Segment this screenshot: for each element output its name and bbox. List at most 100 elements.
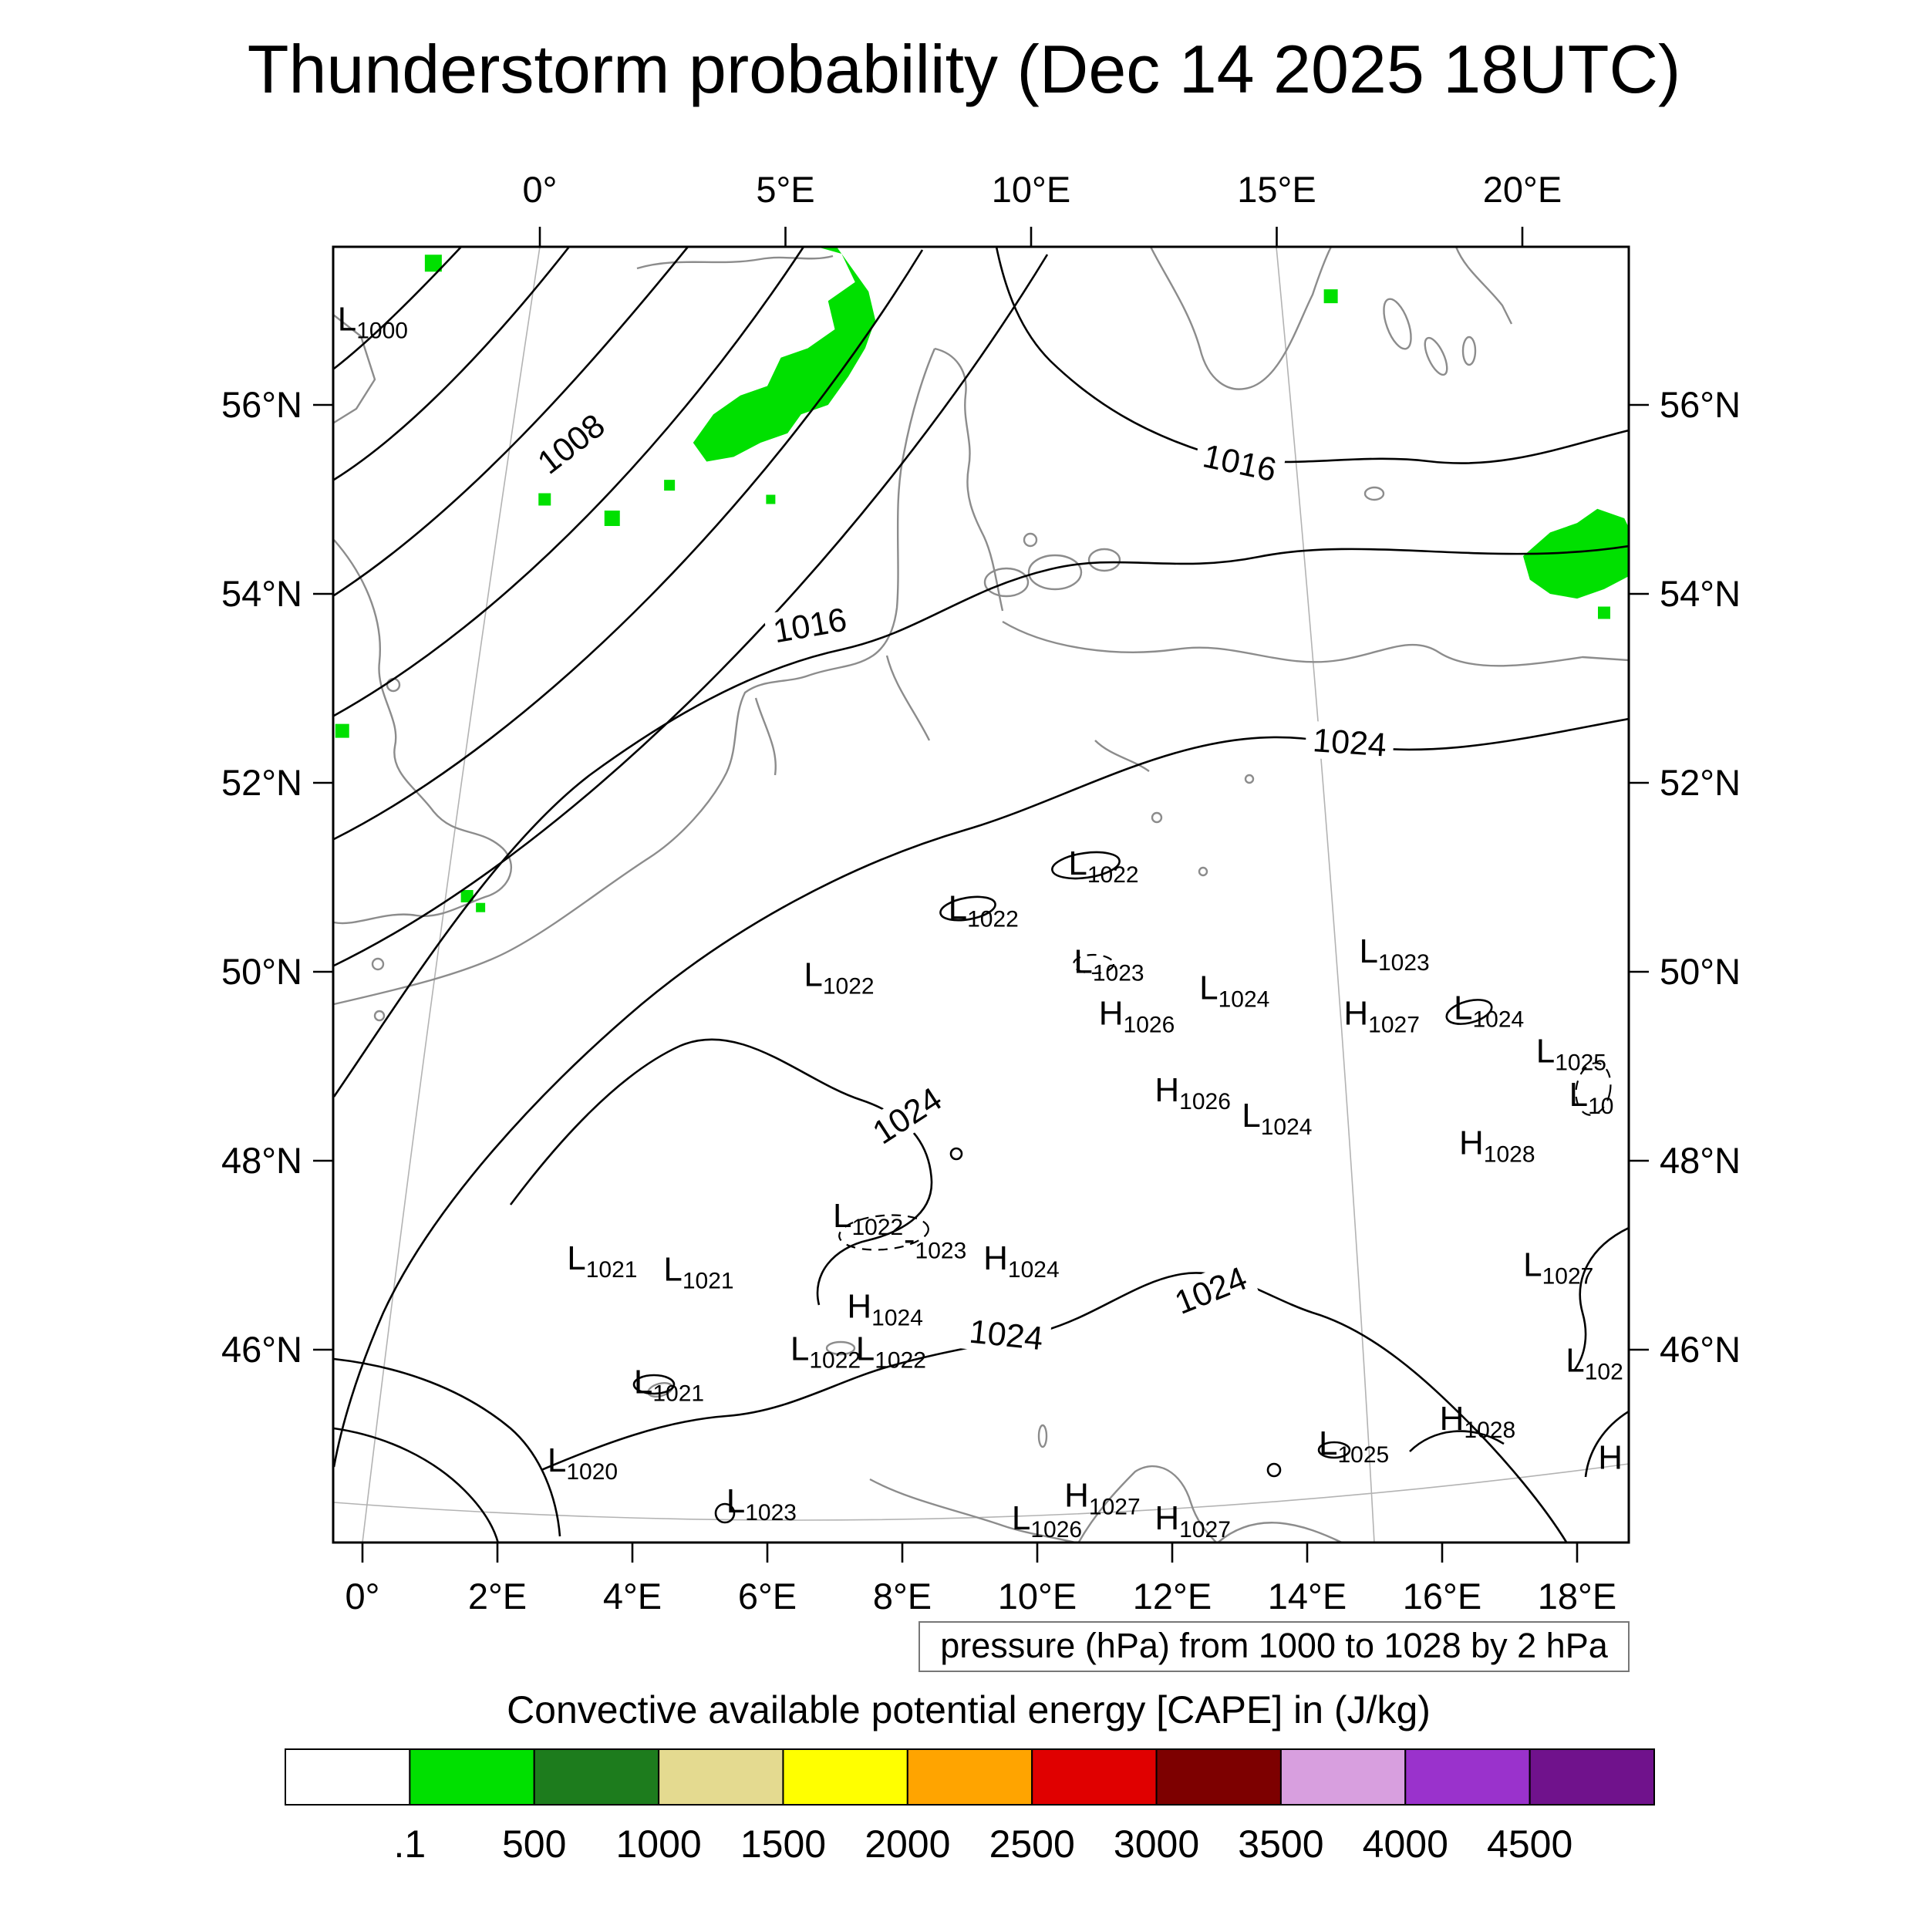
cape-speck (538, 493, 551, 506)
colorbar-cell (1529, 1748, 1655, 1806)
axis-tick-label: 0° (345, 1576, 380, 1617)
coastline-path (1216, 1522, 1344, 1543)
island (1027, 554, 1083, 591)
axis-tick-label: 14°E (1268, 1576, 1347, 1617)
closed-isobar (939, 895, 996, 922)
isobar-label-mask (524, 402, 618, 486)
pressure-caption-box: pressure (hPa) from 1000 to 1028 by 2 hP… (918, 1621, 1630, 1672)
pressure-center-label: H (1598, 1438, 1623, 1476)
colorbar-cell (533, 1748, 660, 1806)
axis-tick-label: 52°N (221, 762, 302, 803)
isobar-path (333, 254, 1049, 967)
island (1363, 486, 1385, 501)
axis-tick-label: 12°E (1133, 1576, 1212, 1617)
colorbar-cell (658, 1748, 784, 1806)
colorbar-tick-label: 3500 (1238, 1822, 1323, 1866)
lake (1244, 774, 1255, 784)
cape-speck (766, 494, 776, 504)
island (1087, 548, 1121, 572)
axis-tick-label: 56°N (1660, 384, 1741, 425)
isobar-label-mask (1304, 720, 1395, 764)
isobar-label-mask (1163, 1256, 1259, 1324)
axis-tick-label: 50°N (1660, 951, 1741, 992)
meridian-line (1276, 247, 1375, 1543)
axis-tick-label: 15°E (1237, 169, 1316, 210)
colorbar-cell (1279, 1748, 1407, 1806)
isobar-path (333, 247, 462, 370)
meridian-line (362, 247, 541, 1543)
isobar-path (333, 545, 1629, 1097)
colorbar-tick-label: 500 (502, 1822, 566, 1866)
island (373, 1010, 386, 1022)
axis-tick-label: 6°E (738, 1576, 797, 1617)
isobar-inline-label: 1024 (960, 1311, 1052, 1358)
isobar-label-mask (960, 1311, 1052, 1358)
cape-patch (693, 247, 875, 462)
coastline-path (934, 347, 1004, 612)
cape-speck (1598, 606, 1610, 619)
closed-isobar (1317, 1441, 1351, 1459)
colorbar-tick-label: 1500 (740, 1822, 826, 1866)
isobar-path (333, 249, 924, 841)
island (1461, 335, 1477, 366)
closed-isobar (1266, 1462, 1282, 1478)
coastline-path (1454, 247, 1513, 325)
isobar-label-mask (1192, 435, 1287, 491)
axis-tick-label: 48°N (1660, 1140, 1741, 1181)
coastline-path (1149, 247, 1333, 390)
axis-ticks (313, 227, 1649, 1563)
isobar-path (333, 247, 689, 597)
isobar-label-text: 1024 (1312, 722, 1388, 764)
cape-caption: Convective available potential energy [C… (507, 1688, 1431, 1731)
coastline-path (333, 539, 512, 925)
cape-patch (1523, 508, 1629, 599)
isobar-path (1409, 1430, 1505, 1452)
colorbar-cell (1404, 1748, 1531, 1806)
river-path (754, 697, 777, 776)
isobar-path (1584, 1410, 1629, 1478)
pressure-caption: pressure (hPa) from 1000 to 1028 by 2 hP… (940, 1626, 1608, 1665)
closed-isobar (632, 1374, 676, 1395)
closed-isobar (838, 1214, 929, 1251)
axis-tick-label: 54°N (1660, 573, 1741, 614)
cape-speck (460, 890, 474, 902)
axis-tick-label: 5°E (756, 169, 814, 210)
lake (1151, 811, 1163, 824)
coastline-path (1002, 620, 1629, 667)
isobar-path (541, 1272, 1568, 1543)
colorbar-cell (906, 1748, 1033, 1806)
colorbar-cell (409, 1748, 535, 1806)
closed-isobar (1072, 953, 1115, 975)
cape-shading (335, 247, 1629, 912)
pressure-caption-border (918, 1621, 1630, 1672)
coastline-path (333, 348, 936, 1006)
colorbar-cell (1155, 1748, 1282, 1806)
pressure-center-label: L1024 (1242, 1097, 1312, 1140)
closed-isobar (1051, 851, 1121, 880)
coastline-path (636, 255, 834, 270)
isobar-path (333, 247, 805, 717)
isobar-path (333, 1357, 561, 1537)
axis-tick-label: 0° (523, 169, 558, 210)
axis-tick-label: 16°E (1403, 1576, 1481, 1617)
graticule (333, 247, 1629, 1543)
colorbar-tick-label: .1 (394, 1822, 426, 1866)
closed-isobar (1445, 999, 1493, 1025)
axis-tick-label: 46°N (221, 1329, 302, 1370)
lake (1198, 866, 1208, 877)
pressure-center-label: L1022 (833, 1197, 903, 1240)
cape-speck (424, 255, 442, 272)
axis-tick-label: 10°E (992, 169, 1070, 210)
parallel-line (333, 1463, 1629, 1521)
lake (825, 1340, 856, 1356)
coastline-path (869, 1478, 1079, 1543)
colorbar-cell (1031, 1748, 1158, 1806)
isobars (333, 247, 1629, 1543)
isobar-path (509, 1038, 933, 1306)
colorbar-tick-label: 2500 (989, 1822, 1075, 1866)
axis-tick-label: 54°N (221, 573, 302, 614)
colorbar-tick-label: 4000 (1363, 1822, 1448, 1866)
closed-isobar (949, 1147, 963, 1161)
